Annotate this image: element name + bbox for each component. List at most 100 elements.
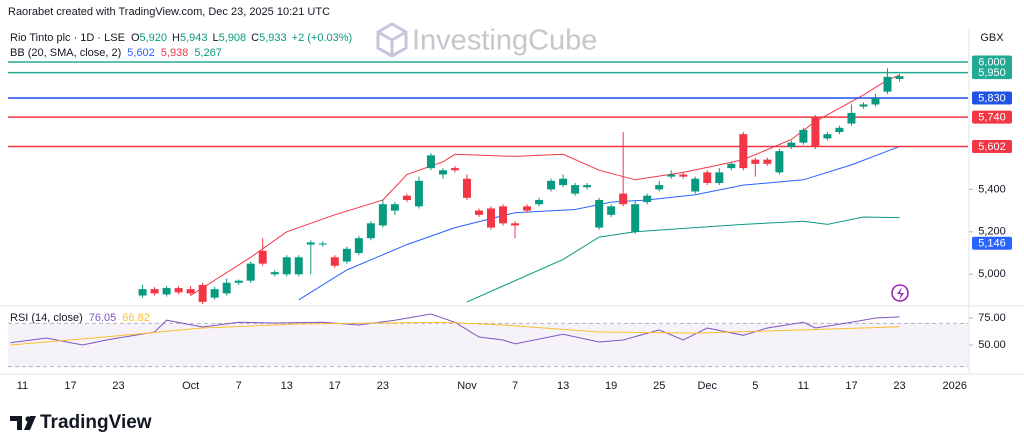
candle-body (487, 208, 496, 228)
rsi-value: 76.05 (89, 312, 117, 324)
candle-body (727, 163, 736, 169)
alert-icon[interactable] (891, 284, 909, 302)
rsi-line (10, 321, 900, 346)
level-label: 5,950 (978, 67, 1006, 79)
candle-body (631, 204, 640, 232)
candle-body (703, 172, 712, 183)
candle-body (174, 288, 183, 293)
candle-body (679, 174, 688, 177)
credit: Raorabet created with TradingView.com, D… (8, 6, 330, 18)
level-box (972, 91, 1012, 105)
x-tick-label: 7 (512, 380, 518, 392)
level-box (972, 55, 1012, 69)
x-tick-label: 13 (281, 380, 293, 392)
candle-body (270, 272, 279, 275)
candle-body (571, 185, 580, 194)
rsi-name: RSI (14, close) (10, 312, 83, 324)
x-tick-label: 5 (752, 380, 758, 392)
candle-body (246, 263, 255, 281)
alert-circle[interactable] (891, 284, 909, 302)
x-tick-label: Oct (182, 380, 199, 392)
candle-body (583, 185, 592, 188)
candle-body (150, 289, 159, 294)
ohlc-label: C (251, 32, 259, 44)
candle-body (414, 180, 423, 207)
brand-logo: TradingView (10, 412, 152, 433)
level-label: 5,602 (978, 141, 1006, 153)
candle-body (847, 112, 856, 124)
x-tick-label: 2026 (943, 380, 967, 392)
y-tick-label: 5,400 (978, 183, 1006, 195)
x-tick-label: 23 (112, 380, 124, 392)
candle-body (643, 195, 652, 203)
candle-body (823, 134, 832, 139)
candle-body (787, 142, 796, 147)
candle-body (138, 289, 147, 296)
candle-body (366, 223, 375, 239)
candle-body (691, 178, 700, 192)
level-label: 5,740 (978, 112, 1006, 124)
candle-body (450, 168, 459, 171)
ohlc-label: L (213, 32, 219, 44)
candle-body (607, 206, 616, 215)
candle-body (426, 155, 435, 169)
x-tick-label: Nov (457, 380, 477, 392)
candle-body (871, 98, 880, 105)
candle-body (462, 178, 471, 198)
x-tick-label: 13 (557, 380, 569, 392)
x-tick-label: 25 (653, 380, 665, 392)
candle-body (258, 250, 267, 264)
bb-value: 5,267 (194, 47, 222, 59)
brand-dot (25, 416, 31, 422)
candle-body (775, 151, 784, 173)
bb-legend: BB (20, SMA, close, 2) 5,602 5,938 5,267 (10, 47, 222, 59)
candle-body (306, 242, 315, 245)
candle-body (499, 206, 508, 224)
candle-body (619, 193, 628, 205)
candle-body (895, 76, 904, 79)
candle-body (883, 76, 892, 92)
bb-value: 5,602 (127, 47, 155, 59)
candle-body (186, 289, 195, 294)
candle-body (330, 257, 339, 266)
candle-body (739, 134, 748, 169)
candle-body (523, 206, 532, 211)
change: +2 (+0.03%) (292, 32, 353, 44)
ohlc-value: 5,908 (219, 32, 247, 44)
candle-body (547, 180, 556, 190)
candle-body (318, 243, 327, 245)
level-label: 6,000 (978, 56, 1006, 68)
y-tick-label: 75.00 (978, 312, 1006, 324)
candle-body (751, 159, 760, 164)
level-box (972, 139, 1012, 153)
candle-body (715, 172, 724, 183)
ohlc-value: 5,943 (180, 32, 208, 44)
x-tick-label: 11 (17, 380, 28, 392)
candle-body (655, 185, 664, 190)
symbol: Rio Tinto plc · 1D · LSE (10, 32, 125, 44)
rsi-value: 66.82 (122, 312, 150, 324)
ohlc-label: H (172, 32, 180, 44)
rsi-panel: 75.00 50.00 (8, 312, 1006, 368)
candle-body (763, 159, 772, 164)
candle-body (595, 199, 604, 228)
watermark-icon (376, 22, 408, 58)
candle-body (354, 238, 363, 254)
symbol-legend: Rio Tinto plc · 1D · LSE O5,920 H5,943 L5,9… (10, 32, 352, 44)
candle-body (162, 288, 171, 295)
candle-body (282, 257, 291, 275)
y-tick-label: 5,000 (978, 268, 1006, 280)
brand-name: TradingView (40, 412, 152, 433)
level-label: 5,830 (978, 92, 1006, 104)
candle-body (438, 170, 447, 175)
rsi-legend: RSI (14, close) 76.05 66.82 (10, 312, 150, 324)
ohlc-value: 5,920 (140, 32, 168, 44)
candle-body (390, 204, 399, 211)
band-line (298, 146, 900, 301)
alert-bolt[interactable] (897, 287, 904, 300)
level-box (972, 236, 1012, 250)
candle-body (799, 129, 808, 143)
candle-body (835, 127, 844, 133)
bb-name: BB (20, SMA, close, 2) (10, 47, 121, 59)
